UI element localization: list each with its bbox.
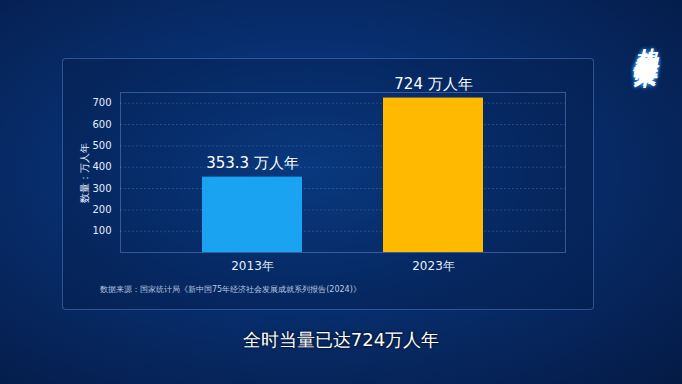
svg-text:数量：万人年: 数量：万人年 (79, 143, 90, 203)
html-text:从想象未来到回答未来: 从想象未来到回答未来 (633, 30, 658, 50)
svg-text:100: 100 (92, 225, 111, 236)
svg-text:500: 500 (92, 140, 111, 151)
svg-text:600: 600 (92, 119, 111, 130)
svg-text:300: 300 (92, 183, 111, 194)
svg-text:724 万人年: 724 万人年 (394, 75, 472, 93)
html-text:全时当量已达724万人年: 全时当量已达724万人年 (242, 329, 440, 350)
html-text:数据来源：国家统计局《新中国75年经济社会发展成就系列报告(: 数据来源：国家统计局《新中国75年经济社会发展成就系列报告(2024)》 (100, 285, 361, 294)
svg-text:700: 700 (92, 97, 111, 108)
svg-text:400: 400 (92, 161, 111, 172)
svg-text:2023年: 2023年 (412, 259, 455, 273)
svg-text:2013年: 2013年 (231, 259, 274, 273)
svg-text:200: 200 (92, 204, 111, 215)
svg-text:353.3 万人年: 353.3 万人年 (206, 154, 299, 172)
